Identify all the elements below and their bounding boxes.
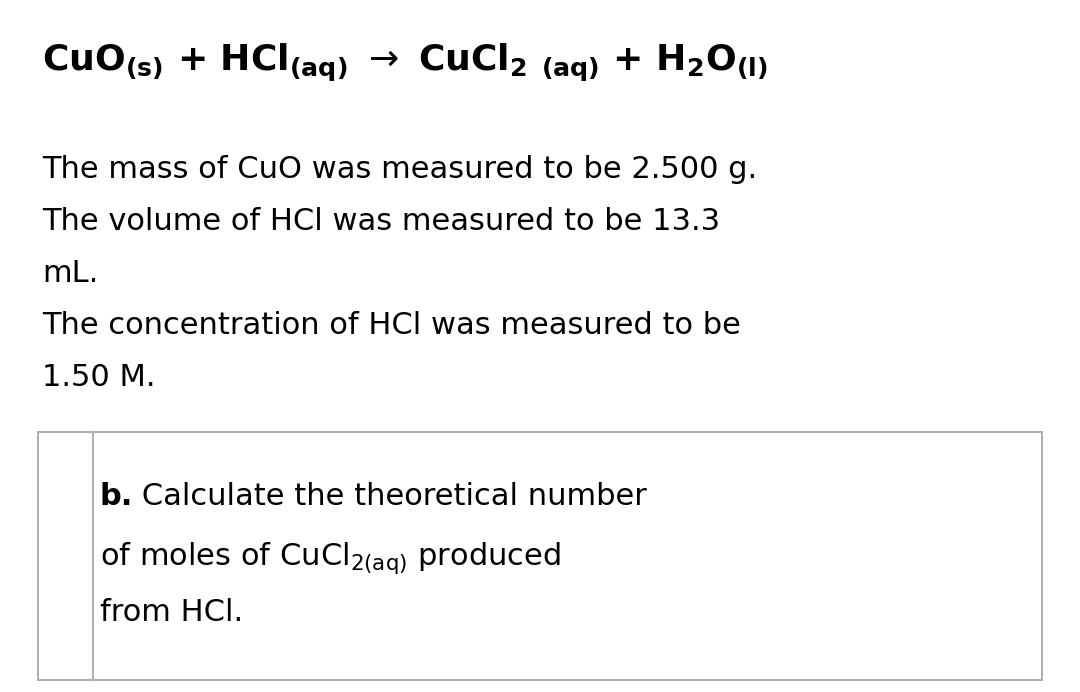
Text: b.: b.	[100, 482, 133, 511]
Text: from HCl.: from HCl.	[100, 598, 243, 627]
Text: The concentration of HCl was measured to be: The concentration of HCl was measured to…	[42, 311, 741, 340]
Text: 1.50 M.: 1.50 M.	[42, 363, 156, 392]
Text: of moles of CuCl$_\mathregular{2(aq)}$ produced: of moles of CuCl$_\mathregular{2(aq)}$ p…	[100, 540, 561, 576]
FancyBboxPatch shape	[38, 432, 1042, 680]
Text: CuO$_\mathregular{(s)}$ + HCl$_\mathregular{(aq)}$ $\rightarrow$ CuCl$_\mathregu: CuO$_\mathregular{(s)}$ + HCl$_\mathregu…	[42, 42, 768, 84]
Text: mL.: mL.	[42, 259, 98, 288]
Text: The mass of CuO was measured to be 2.500 g.: The mass of CuO was measured to be 2.500…	[42, 155, 757, 184]
Text: The volume of HCl was measured to be 13.3: The volume of HCl was measured to be 13.…	[42, 207, 720, 236]
Text: Calculate the theoretical number: Calculate the theoretical number	[132, 482, 647, 511]
